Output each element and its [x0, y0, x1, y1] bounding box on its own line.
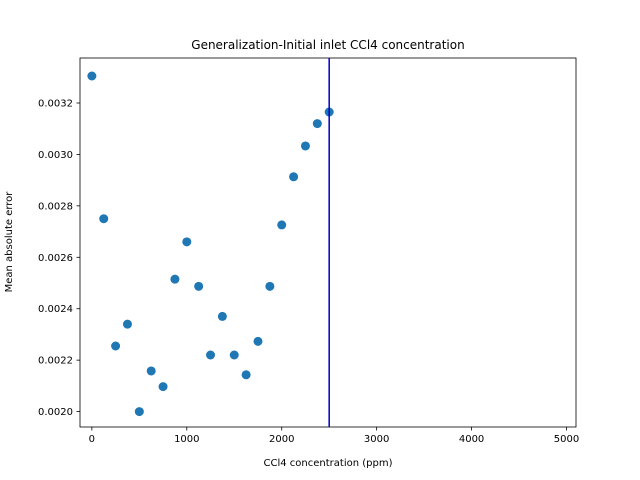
x-tick-label-1: 1000	[174, 434, 199, 445]
data-point-13	[241, 370, 251, 380]
y-axis-ticks: 0.0020 0.0022 0.0024 0.0026 0.0028 0.0030 0.00…	[38, 99, 80, 418]
data-point-8	[182, 237, 192, 247]
x-tick-label-2: 2000	[269, 434, 294, 445]
data-point-19	[312, 119, 322, 129]
data-point-11	[217, 311, 227, 321]
data-point-16	[277, 220, 287, 230]
data-point-7	[170, 274, 180, 284]
x-tick-label-5: 5000	[554, 434, 579, 445]
y-tick-label-4: 0.0028	[38, 201, 73, 212]
y-tick-label-0: 0.0020	[38, 407, 73, 418]
data-point-4	[134, 407, 144, 417]
data-point-0	[87, 71, 97, 81]
data-point-5	[146, 366, 156, 376]
data-point-15	[265, 281, 275, 291]
data-point-2	[111, 341, 121, 351]
data-point-10	[206, 350, 216, 360]
data-point-12	[229, 350, 239, 360]
y-tick-label-3: 0.0026	[38, 253, 73, 264]
y-tick-label-2: 0.0024	[38, 304, 73, 315]
chart-title: Generalization-Initial inlet CCl4 concen…	[191, 38, 464, 52]
data-points	[87, 71, 334, 417]
data-point-1	[99, 214, 109, 224]
x-tick-label-4: 4000	[459, 434, 484, 445]
data-point-17	[289, 172, 299, 182]
y-axis-label: Mean absolute error	[4, 191, 15, 293]
data-point-18	[300, 141, 310, 151]
data-point-9	[194, 281, 204, 291]
x-tick-label-0: 0	[89, 434, 95, 445]
x-axis-ticks: 0 1000 2000 3000 4000 5000	[89, 427, 579, 445]
y-tick-label-6: 0.0032	[38, 99, 73, 110]
data-point-14	[253, 336, 263, 346]
plot-area	[79, 57, 577, 428]
data-point-3	[122, 319, 132, 329]
x-tick-label-3: 3000	[364, 434, 389, 445]
y-tick-label-5: 0.0030	[38, 150, 73, 161]
x-axis-label: CCl4 concentration (ppm)	[264, 458, 393, 469]
data-point-6	[158, 382, 168, 392]
y-tick-label-1: 0.0022	[38, 356, 73, 367]
